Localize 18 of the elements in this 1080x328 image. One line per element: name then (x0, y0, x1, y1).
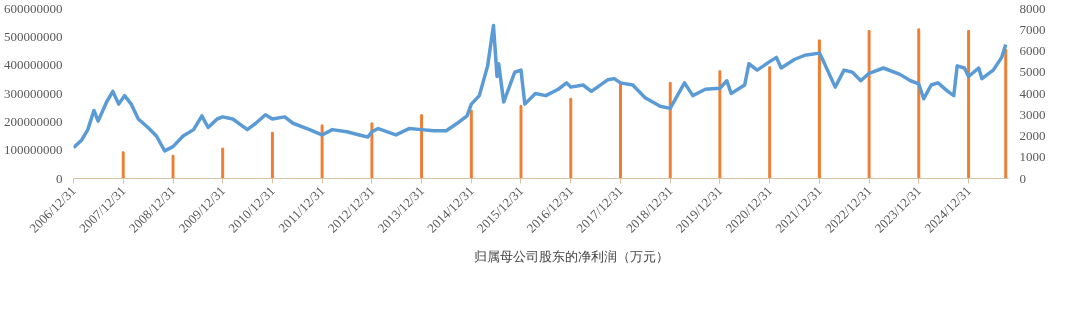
y-tick-label: 500000000 (4, 28, 63, 44)
y-tick-label: 600000000 (4, 0, 63, 16)
y-tick-label: 100000000 (4, 142, 63, 158)
y2-tick-label: 1000 (1019, 149, 1046, 165)
y-tick-label: 200000000 (4, 113, 63, 129)
text: 归属母公司股东的净利润（万元） (474, 248, 669, 266)
y-tick-label: 0 (56, 170, 63, 186)
y2-tick-label: 8000 (1019, 0, 1046, 16)
y2-tick-label: 4000 (1019, 85, 1046, 101)
y2-tick-label: 2000 (1019, 128, 1046, 143)
y-tick-label: 300000000 (4, 85, 63, 101)
y2-tick-label: 3000 (1019, 106, 1046, 122)
y2-tick-label: 6000 (1019, 43, 1046, 58)
y2-tick-label: 5000 (1019, 64, 1046, 80)
line-series (73, 23, 1008, 153)
y-tick-label: 400000000 (4, 57, 63, 73)
y2-tick-label: 0 (1019, 170, 1026, 186)
y2-tick-label: 7000 (1019, 21, 1046, 37)
